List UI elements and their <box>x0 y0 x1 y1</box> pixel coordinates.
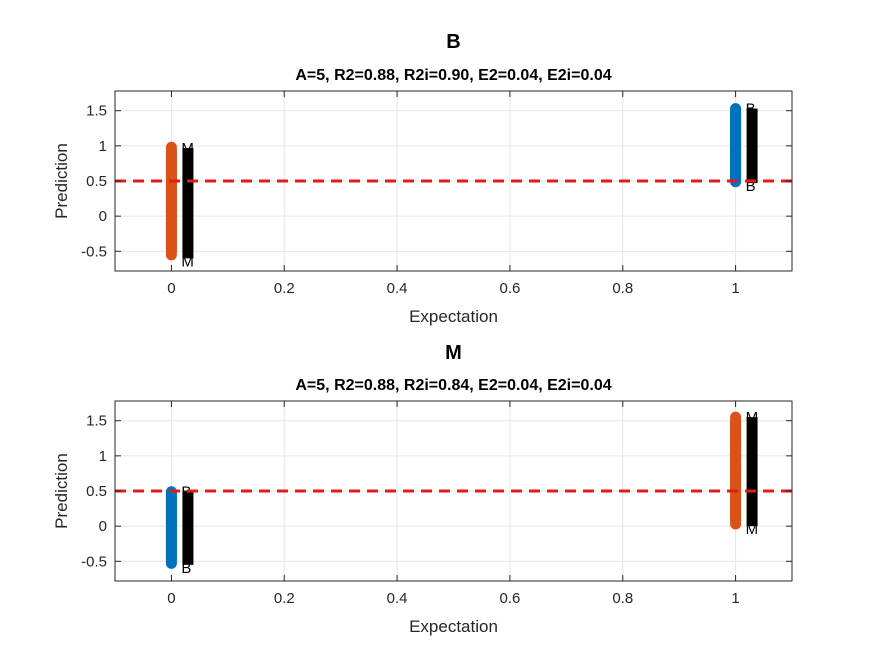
y-tick-label: 0.5 <box>86 483 107 500</box>
point-labels: M M B B <box>181 101 758 270</box>
chart-panel-1: B B M M 0 0.2 0.4 0.6 0.8 1 -0.5 0 0.5 1 1.5 M A=5, R2=0… <box>52 342 793 636</box>
y-tick-label: 0.5 <box>86 173 107 190</box>
point-label-top: B <box>181 484 191 501</box>
scatter-point <box>730 518 742 530</box>
label-band <box>182 147 194 259</box>
chart-panel-0: M M B B 0 0.2 0.4 0.6 0.8 1 -0.5 0 0.5 1 1.5 B A=5, R2=0… <box>52 31 793 326</box>
y-axis-label: Prediction <box>52 453 71 529</box>
x-tick-label: 1 <box>731 590 739 607</box>
y-axis-label: Prediction <box>52 143 71 219</box>
point-label-bottom: B <box>746 178 756 195</box>
y-tick-label: 1 <box>99 138 107 155</box>
x-tick-label: 0 <box>167 280 175 297</box>
scatter-series <box>165 103 742 261</box>
x-tick-label: 0.4 <box>387 590 408 607</box>
point-label-top: B <box>746 101 756 118</box>
ticks: 0 0.2 0.4 0.6 0.8 1 -0.5 0 0.5 1 1.5 <box>81 401 792 607</box>
ticks: 0 0.2 0.4 0.6 0.8 1 -0.5 0 0.5 1 1.5 <box>81 91 792 297</box>
point-label-bottom: M <box>181 253 194 270</box>
x-tick-label: 0.4 <box>387 280 408 297</box>
point-labels: B B M M <box>181 409 758 577</box>
chart-title: B <box>446 31 460 53</box>
y-tick-label: 1.5 <box>86 413 107 430</box>
y-tick-label: 1 <box>99 448 107 465</box>
y-tick-label: -0.5 <box>81 553 107 570</box>
x-tick-label: 0.6 <box>499 280 520 297</box>
chart-subtitle: A=5, R2=0.88, R2i=0.84, E2=0.04, E2i=0.0… <box>295 377 611 394</box>
scatter-point <box>165 557 177 569</box>
chart-subtitle: A=5, R2=0.88, R2i=0.90, E2=0.04, E2i=0.0… <box>295 67 611 84</box>
point-label-top: M <box>746 409 759 426</box>
y-tick-label: -0.5 <box>81 243 107 260</box>
point-label-bottom: M <box>746 521 759 538</box>
label-band <box>182 491 194 565</box>
x-tick-label: 0.8 <box>612 590 633 607</box>
chart-title: M <box>445 342 462 364</box>
x-axis-label: Expectation <box>409 617 498 636</box>
y-tick-label: 1.5 <box>86 103 107 120</box>
scatter-point <box>165 249 177 261</box>
label-band <box>746 417 758 527</box>
y-tick-label: 0 <box>99 208 107 225</box>
scatter-series <box>165 411 742 569</box>
x-tick-label: 0.2 <box>274 280 295 297</box>
x-tick-label: 0 <box>167 590 175 607</box>
label-band <box>746 108 758 184</box>
point-label-bottom: B <box>181 560 191 577</box>
x-tick-label: 0.6 <box>499 590 520 607</box>
x-tick-label: 1 <box>731 280 739 297</box>
point-label-top: M <box>181 140 194 157</box>
x-tick-label: 0.2 <box>274 590 295 607</box>
y-tick-label: 0 <box>99 518 107 535</box>
x-axis-label: Expectation <box>409 307 498 326</box>
x-tick-label: 0.8 <box>612 280 633 297</box>
